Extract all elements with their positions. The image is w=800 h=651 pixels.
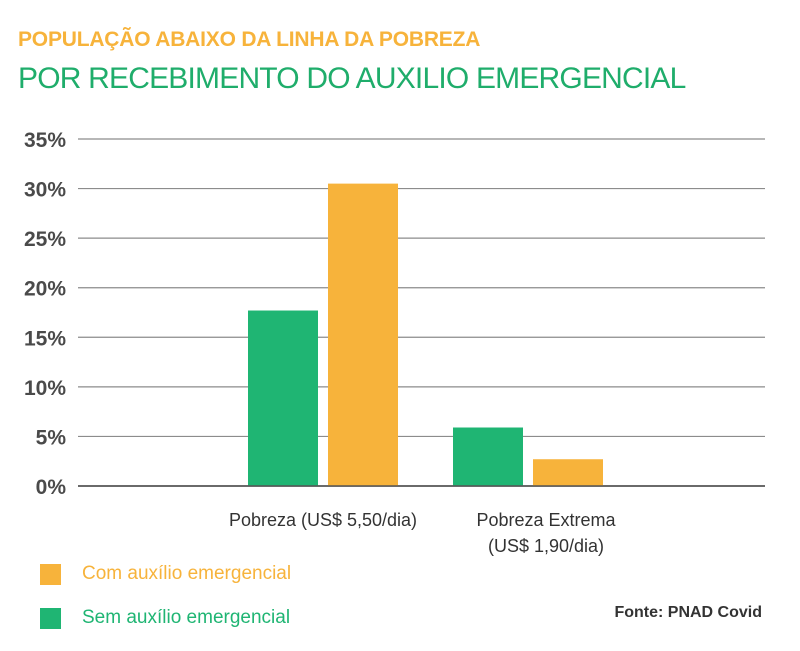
x-category-label-0-0: Pobreza (US$ 5,50/dia) — [229, 510, 417, 530]
y-tick-label-10: 10% — [24, 377, 66, 400]
bar-com-1 — [533, 459, 603, 486]
y-tick-label-0: 0% — [36, 476, 67, 499]
y-tick-label-30: 30% — [24, 179, 66, 202]
y-tick-label-25: 25% — [24, 228, 66, 251]
legend-label-com: Com auxílio emergencial — [82, 563, 292, 584]
legend-swatch-sem — [40, 607, 61, 629]
y-tick-label-15: 15% — [24, 327, 66, 350]
bar-sem-0 — [248, 310, 318, 486]
chart-subtitle: POR RECEBIMENTO DO AUXILIO EMERGENCIAL — [18, 62, 686, 95]
chart-title: POPULAÇÃO ABAIXO DA LINHA DA POBREZA — [18, 28, 481, 51]
x-category-label-1-1: (US$ 1,90/dia) — [488, 536, 604, 556]
y-tick-label-35: 35% — [24, 129, 66, 152]
legend-item-sem: Sem auxílio emergencial — [40, 606, 291, 630]
legend-label-sem: Sem auxílio emergencial — [82, 607, 291, 628]
y-tick-label-20: 20% — [24, 278, 66, 301]
legend-item-com: Com auxílio emergencial — [40, 562, 291, 586]
y-tick-label-5: 5% — [36, 426, 67, 449]
bar-sem-1 — [453, 427, 523, 486]
chart-legend: Com auxílio emergencial Sem auxílio emer… — [40, 562, 291, 650]
bar-com-0 — [328, 183, 398, 486]
source-note: Fonte: PNAD Covid — [614, 604, 762, 621]
bar-chart: 0% 5% 10% 15% 20% 25% 30% 35% Pobreza (US$ 5,50/… — [24, 129, 765, 556]
legend-swatch-com — [40, 563, 61, 585]
x-category-label-1-0: Pobreza Extrema — [476, 510, 616, 530]
